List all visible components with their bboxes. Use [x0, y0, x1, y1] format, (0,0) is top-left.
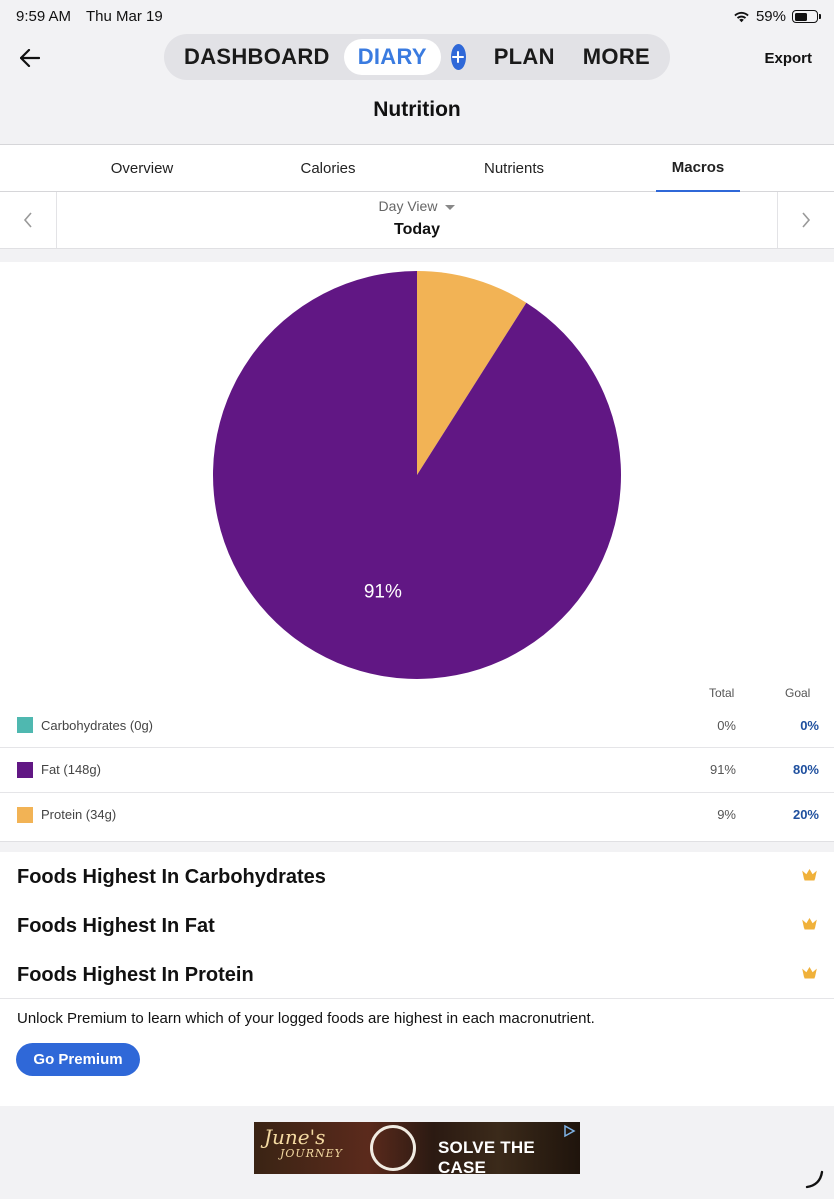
food-row-label: Foods Highest In Fat — [17, 915, 215, 937]
food-row-label: Foods Highest In Carbohydrates — [17, 866, 326, 888]
nav-dashboard[interactable]: DASHBOARD — [184, 44, 330, 69]
chevron-right-icon — [802, 212, 811, 228]
go-premium-button[interactable]: Go Premium — [16, 1043, 140, 1076]
food-row-label: Foods Highest In Protein — [17, 964, 254, 986]
sub-tabs: Overview Calories Nutrients Macros — [0, 144, 834, 192]
crown-icon — [802, 918, 817, 930]
next-day-button[interactable] — [777, 192, 834, 248]
foods-highest-fat[interactable]: Foods Highest In Fat — [17, 915, 817, 938]
battery-icon — [792, 10, 821, 23]
add-entry-button[interactable] — [450, 44, 466, 70]
carbohydrates-swatch — [17, 717, 33, 733]
chevron-left-icon — [23, 212, 32, 228]
tab-overview[interactable]: Overview — [110, 160, 174, 177]
status-date: Thu Mar 19 — [86, 8, 163, 25]
previous-day-button[interactable] — [0, 192, 57, 248]
legend-goal: 80% — [792, 762, 819, 777]
pie-data-label: 91% — [364, 582, 402, 603]
legend-total: 9% — [717, 807, 736, 822]
ad-brand-title: June's — [264, 1125, 326, 1149]
legend-goal: 0% — [800, 717, 819, 733]
day-view-label: Day View — [378, 198, 438, 214]
main-nav: DASHBOARD DIARY PLAN MORE — [164, 34, 670, 80]
back-button[interactable] — [16, 44, 44, 72]
tab-calories[interactable]: Calories — [300, 160, 356, 177]
top-navigation: DASHBOARD DIARY PLAN MORE Export — [0, 32, 834, 84]
battery-fill — [794, 12, 807, 21]
tab-nutrients[interactable]: Nutrients — [483, 160, 545, 177]
ad-ring-graphic — [370, 1125, 416, 1171]
day-value: Today — [394, 221, 440, 238]
ad-brand-sub: JOURNEY — [280, 1147, 343, 1160]
legend-total: 91% — [709, 762, 736, 777]
legend-label: Carbohydrates (0g) — [41, 717, 153, 733]
status-time: 9:59 AM — [16, 8, 72, 25]
pie-slice-fat — [213, 271, 622, 679]
legend-total: 0% — [717, 717, 736, 733]
fat-swatch — [17, 761, 33, 778]
day-view-dropdown[interactable]: Day View — [0, 198, 834, 214]
crown-icon — [802, 967, 817, 979]
export-button[interactable]: Export — [764, 50, 812, 67]
wifi-icon — [734, 11, 749, 23]
foods-highest-protein[interactable]: Foods Highest In Protein — [17, 964, 817, 987]
caret-down-icon — [445, 204, 456, 210]
crown-icon — [802, 869, 817, 881]
macros-chart-card: 91% Total Goal Carbohydrates (0g) 0% 0% … — [0, 262, 834, 842]
legend-row-fat: Fat (148g) 91% 80% — [0, 747, 834, 791]
foods-highest-carbohydrates[interactable]: Foods Highest In Carbohydrates — [17, 866, 817, 889]
page-title: Nutrition — [373, 98, 461, 121]
ad-cta: SOLVE THE CASE — [438, 1138, 535, 1174]
plus-icon — [452, 51, 465, 63]
arrow-left-icon — [20, 49, 40, 67]
nav-more[interactable]: MORE — [582, 44, 650, 69]
nav-diary[interactable]: DIARY — [343, 39, 441, 75]
status-right: 59% — [733, 8, 821, 25]
legend-label: Protein (34g) — [41, 807, 117, 822]
foods-highest-card: Foods Highest In Carbohydrates Foods Hig… — [0, 852, 834, 1106]
battery-percent: 59% — [755, 8, 786, 25]
protein-swatch — [17, 806, 33, 823]
ad-choices-icon[interactable] — [562, 1124, 576, 1138]
ad-brand: June's JOURNEY — [264, 1126, 343, 1160]
tab-macros[interactable]: Macros — [656, 145, 740, 192]
ad-banner[interactable]: June's JOURNEY SOLVE THE CASE — [254, 1122, 580, 1174]
macros-pie-chart: 91% — [213, 271, 622, 679]
legend-goal: 20% — [792, 807, 819, 822]
status-bar: 9:59 AM Thu Mar 19 59% — [0, 0, 834, 32]
pie-slice-protein — [417, 271, 527, 475]
day-selector: Day View Today — [0, 192, 834, 249]
legend-label: Fat (148g) — [41, 762, 101, 777]
legend-total-header: Total — [709, 686, 735, 700]
divider — [0, 998, 834, 999]
legend-goal-header: Goal — [785, 686, 811, 700]
nav-plan[interactable]: PLAN — [493, 44, 555, 69]
unlock-premium-text: Unlock Premium to learn which of your lo… — [17, 1010, 595, 1027]
legend-row-carbohydrates: Carbohydrates (0g) 0% 0% — [0, 703, 834, 747]
resize-handle-icon[interactable] — [804, 1169, 824, 1189]
legend-row-protein: Protein (34g) 9% 20% — [0, 792, 834, 836]
